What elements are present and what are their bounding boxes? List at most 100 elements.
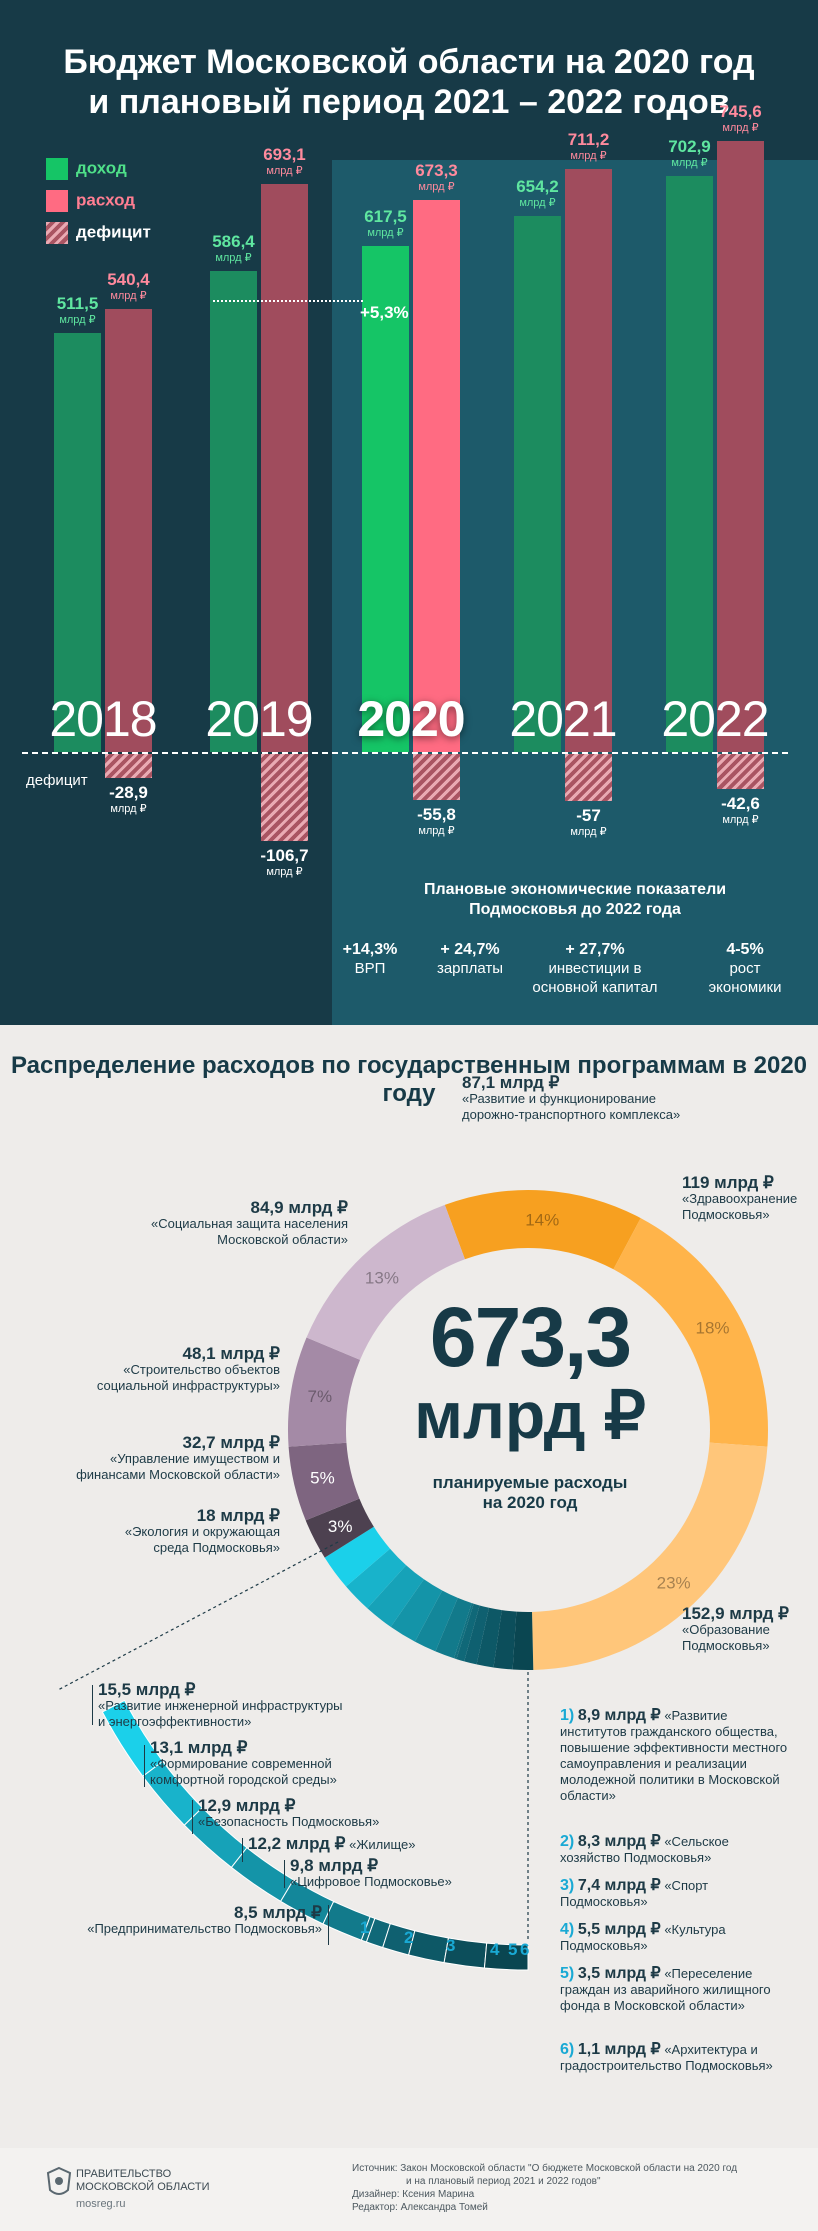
label-value: 12,9 млрд ₽: [198, 1796, 296, 1815]
legend-expense-swatch: [46, 190, 68, 212]
donut-slice: [532, 1442, 768, 1670]
list-number: 3): [560, 1877, 575, 1894]
center-unit: млрд ₽: [414, 1378, 646, 1452]
label-text: социальной инфраструктуры»: [96, 1378, 280, 1393]
list-text: «Спорт Подмосковья»: [560, 1878, 709, 1909]
label-text: и энергоэффективности»: [98, 1714, 252, 1729]
donut-slice: [493, 1610, 517, 1670]
label-text: «Предпринимательство Подмосковья»: [87, 1921, 322, 1936]
year-label: 2020: [357, 691, 465, 747]
leader-line: [144, 1745, 145, 1787]
list-value: 7,4 млрд ₽: [577, 1877, 661, 1894]
income-bar: [362, 245, 409, 752]
indicators-title-1: Плановые экономические показатели: [423, 881, 727, 898]
legend-deficit: дефицит: [46, 222, 151, 244]
page-title: Бюджет Московской области на 2020 год и …: [0, 42, 818, 122]
label-value: 119 млрд ₽: [682, 1173, 774, 1192]
label-housing: 12,2 млрд ₽ «Жилище»: [248, 1835, 416, 1853]
deficit-value-label: -106,7 млрд ₽: [260, 846, 309, 879]
label-text: «Формирование современной: [150, 1756, 332, 1771]
arc-number-4: 4: [490, 1940, 500, 1959]
list-item-2: 2) 8,3 млрд ₽ «Сельское хозяйство Подмос…: [560, 1834, 790, 1866]
center-caption: планируемые расходы на 2020 год: [390, 1473, 670, 1513]
expense-bar: [105, 308, 152, 752]
center-caption-2: на 2020 год: [482, 1493, 578, 1512]
list-number: 2): [560, 1833, 575, 1850]
legend-expense: расход: [46, 190, 135, 212]
deficit-bar: [105, 754, 152, 778]
site-link[interactable]: mosreg.ru: [76, 2198, 126, 2210]
spending-donut-chart: 14% 18% 23% 3% 5% 7% 13%: [57, 1190, 768, 1971]
donut-slice: [288, 1337, 361, 1447]
label-text: «Экология и окружающая: [124, 1524, 280, 1539]
label-text: Подмосковья»: [682, 1638, 770, 1653]
label-value: 9,8 млрд ₽: [290, 1856, 379, 1875]
label-text: «Цифровое Подмосковье»: [290, 1874, 452, 1889]
expense-bar: [413, 199, 460, 752]
slice-percent-label: 3%: [328, 1517, 353, 1536]
label-text: «Развитие инженерной инфраструктуры: [98, 1698, 343, 1713]
deficit-bar: [261, 754, 308, 842]
footer: ПРАВИТЕЛЬСТВО МОСКОВСКОЙ ОБЛАСТИ mosreg.…: [0, 2148, 818, 2231]
arc-number-5: 5: [508, 1940, 518, 1959]
org-name-2: МОСКОВСКОЙ ОБЛАСТИ: [76, 2181, 210, 2193]
label-health: 119 млрд ₽ «Здравоохранение Подмосковья»: [682, 1173, 798, 1223]
label-text: «Безопасность Подмосковья»: [198, 1814, 380, 1829]
income-bar: [514, 215, 561, 752]
indicator-growth: 4-5% рост экономики: [690, 940, 800, 997]
indicator-label: зарплаты: [436, 960, 504, 977]
income-bar: [210, 271, 257, 752]
title-line-1: Бюджет Московской области на 2020 год: [63, 43, 755, 81]
slice-percent-label: 14%: [525, 1210, 559, 1229]
label-text: «Жилище»: [349, 1837, 416, 1852]
year-label: 2018: [49, 691, 157, 747]
list-text: «Развитие институтов гражданского общест…: [560, 1708, 788, 1803]
list-value: 5,5 млрд ₽: [577, 1921, 661, 1938]
slice-percent-label: 18%: [696, 1319, 730, 1338]
donut-slice: [476, 1607, 502, 1668]
connector-line: [57, 1541, 339, 1691]
indicator-label: инвестиции в: [548, 960, 642, 977]
label-value: 8,5 млрд ₽: [233, 1903, 322, 1922]
legend-income: доход: [46, 158, 127, 180]
list-value: 1,1 млрд ₽: [577, 2041, 661, 2058]
label-value: 18 млрд ₽: [196, 1506, 280, 1525]
legend-deficit-swatch: [46, 222, 68, 244]
growth-label: +5,3%: [360, 303, 409, 322]
label-text: среда Подмосковья»: [153, 1540, 280, 1555]
expense-value-label: 745,6 млрд ₽: [719, 101, 762, 134]
donut-slice: [453, 1603, 474, 1660]
legend-income-label: доход: [76, 158, 127, 178]
leader-line: [192, 1800, 193, 1834]
detail-arc-segment: [408, 1930, 450, 1964]
donut-slice: [306, 1204, 465, 1360]
indicator-grp: +14,3% ВРП: [330, 940, 410, 978]
donut-slice: [464, 1605, 490, 1665]
donut-slice: [346, 1548, 407, 1609]
leader-line: [284, 1860, 285, 1888]
label-text: «Строительство объектов: [123, 1362, 280, 1377]
deficit-bar: [565, 754, 612, 801]
deficit-value-label: -28,9 млрд ₽: [109, 782, 148, 815]
income-value-label: 586,4 млрд ₽: [212, 232, 255, 265]
label-property: 32,7 млрд ₽ «Управление имуществом и финан…: [76, 1434, 280, 1483]
label-text: «Социальная защита населения: [150, 1216, 348, 1231]
slice-percent-label: 5%: [310, 1469, 335, 1488]
credits-designer: Дизайнер: Ксения Марина: [352, 2189, 475, 2200]
deficit-axis-label: дефицит: [26, 772, 88, 789]
income-value-label: 654,2 млрд ₽: [516, 176, 559, 209]
center-value: 673,3: [429, 1290, 632, 1384]
donut-slice: [435, 1597, 472, 1659]
indicators-title: Плановые экономические показатели Подмос…: [332, 880, 818, 920]
leader-line: [328, 1905, 329, 1945]
year-label: 2019: [205, 691, 313, 747]
label-text: «Здравоохранение: [682, 1191, 798, 1206]
detail-arc-segment: [483, 1942, 529, 1971]
donut-center: 673,3 млрд ₽ планируемые расходы на 2020…: [390, 1295, 670, 1513]
arc-number-2: 2: [404, 1928, 414, 1947]
income-value-label: 702,9 млрд ₽: [668, 136, 711, 169]
label-value: 152,9 млрд ₽: [682, 1604, 789, 1623]
expense-bar: [565, 168, 612, 752]
label-value: 84,9 млрд ₽: [250, 1198, 348, 1217]
label-engineering: 15,5 млрд ₽ «Развитие инженерной инфрастр…: [98, 1681, 343, 1730]
